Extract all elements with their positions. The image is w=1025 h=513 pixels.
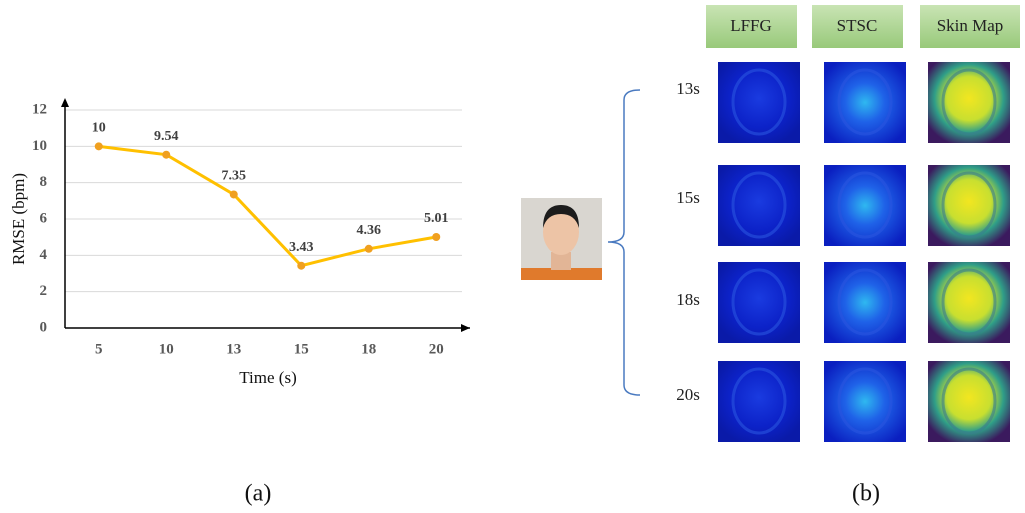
x-tick-label: 13 (226, 341, 241, 357)
x-tick-label: 10 (159, 341, 174, 357)
y-axis-title: RMSE (bpm) (9, 173, 28, 265)
face-photo (521, 198, 602, 280)
x-tick-label: 20 (429, 341, 444, 357)
heatmap (824, 262, 906, 343)
y-tick-label: 8 (40, 174, 48, 190)
data-label: 4.36 (357, 223, 382, 238)
row-label: 13s (676, 79, 700, 98)
marker (432, 233, 440, 241)
y-tick-label: 6 (40, 210, 48, 226)
x-axis-title: Time (s) (239, 368, 296, 387)
heatmap (928, 62, 1010, 143)
x-tick-label: 5 (95, 341, 103, 357)
y-tick-label: 4 (40, 247, 48, 263)
arrow (61, 98, 69, 107)
marker (162, 151, 170, 159)
row-label: 15s (676, 188, 700, 207)
caption: (b) (852, 481, 880, 507)
y-tick-label: 2 (40, 283, 48, 299)
figure: Time (s) RMSE (bpm) (a) 0 2 4 6 8 10 12 5 10 10 9.… (0, 0, 1025, 513)
x-tick-label: 15 (294, 341, 309, 357)
heatmap (824, 165, 906, 246)
row-label: 20s (676, 385, 700, 404)
heatmap (718, 361, 800, 442)
panel-b: LFFG STSC Skin Map 13s 15s 18s 20s (b) (521, 5, 1020, 507)
line (99, 146, 437, 265)
heatmap (718, 62, 800, 143)
y-tick-label: 10 (32, 138, 47, 154)
heatmap (824, 361, 906, 442)
data-label: 10 (92, 121, 106, 136)
x-tick-label: 18 (361, 341, 376, 357)
line-chart: Time (s) RMSE (bpm) (a) 0 2 4 6 8 10 12 5 10 10 9.… (9, 98, 470, 507)
marker (365, 245, 373, 253)
heatmap (718, 262, 800, 343)
caption: (a) (245, 481, 272, 507)
row-label: 18s (676, 290, 700, 309)
data-label: 9.54 (154, 129, 179, 144)
heatmap (928, 165, 1010, 246)
thumbnails (718, 62, 1010, 442)
column-header: Skin Map (937, 16, 1004, 35)
data-label: 7.35 (222, 169, 247, 184)
data-label: 5.01 (424, 211, 449, 226)
heatmap (824, 62, 906, 143)
data-label: 3.43 (289, 240, 314, 255)
bracket (608, 90, 640, 395)
heatmap (928, 262, 1010, 343)
column-header: LFFG (730, 16, 772, 35)
marker (95, 142, 103, 150)
column-header: STSC (837, 16, 878, 35)
y-tick-label: 0 (40, 319, 48, 335)
y-tick-label: 12 (32, 101, 47, 117)
heatmap (718, 165, 800, 246)
marker (297, 262, 305, 270)
arrow (461, 324, 470, 332)
marker (230, 190, 238, 198)
heatmap (928, 361, 1010, 442)
